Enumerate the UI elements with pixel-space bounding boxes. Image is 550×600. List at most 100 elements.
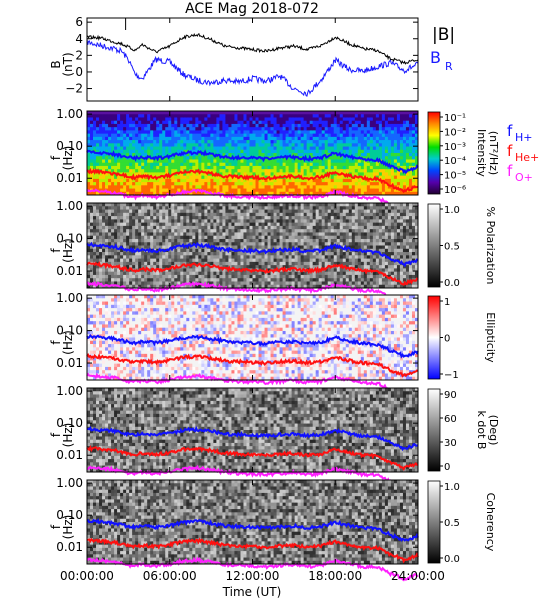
spectrogram-cell xyxy=(252,114,256,118)
spectrogram-cell xyxy=(375,123,380,128)
spectrogram-cell xyxy=(204,212,208,217)
spectrogram-cell xyxy=(312,182,317,186)
spectrogram-cell xyxy=(231,127,235,131)
spectrogram-cell xyxy=(396,162,401,167)
spectrogram-cell xyxy=(342,133,347,138)
spectrogram-cell xyxy=(99,284,103,289)
spectrogram-cell xyxy=(96,178,100,183)
spectrogram-cell xyxy=(225,203,229,207)
spectrogram-cell xyxy=(315,182,320,186)
spectrogram-cell xyxy=(144,209,148,214)
spectrogram-cell xyxy=(261,242,265,246)
spectrogram-cell xyxy=(294,274,299,279)
spectrogram-cell xyxy=(369,127,374,131)
spectrogram-cell xyxy=(192,123,196,128)
spectrogram-cell xyxy=(378,140,383,144)
spectrogram-cell xyxy=(150,133,154,138)
spectrogram-cell xyxy=(345,172,350,177)
spectrogram-cell xyxy=(243,252,247,256)
spectrogram-cell xyxy=(171,162,175,167)
spectrogram-cell xyxy=(291,212,296,217)
spectrogram-cell xyxy=(246,219,250,224)
spectrogram-cell xyxy=(171,274,175,279)
spectrogram-cell xyxy=(171,188,175,193)
spectrogram-cell xyxy=(192,120,196,125)
spectrogram-cell xyxy=(156,232,160,237)
spectrogram-cell xyxy=(207,120,211,125)
spectrogram-cell xyxy=(162,143,166,147)
spectrogram-cell xyxy=(300,130,305,135)
spectrogram-cell xyxy=(138,258,142,263)
spectrogram-cell xyxy=(309,235,314,240)
spectrogram-cell xyxy=(327,140,332,144)
spectrogram-cell xyxy=(207,212,211,217)
spectrogram-cell xyxy=(96,153,100,157)
spectrogram-cell xyxy=(360,182,365,186)
spectrogram-cell xyxy=(276,271,280,276)
spectrogram-cell xyxy=(393,123,398,128)
spectrogram-cell xyxy=(339,127,344,131)
spectrogram-cell xyxy=(243,212,247,217)
spectrogram-cell xyxy=(285,274,290,279)
spectrogram-cell xyxy=(228,146,232,151)
spectrogram-cell xyxy=(384,191,389,196)
spectrogram-cell xyxy=(198,229,202,233)
spectrogram-cell xyxy=(222,219,226,224)
spectrogram-cell xyxy=(261,188,265,193)
spectrogram-cell xyxy=(165,261,169,266)
spectrogram-cell xyxy=(387,111,392,115)
spectrogram-cell xyxy=(267,165,271,170)
spectrogram-cell xyxy=(207,238,211,243)
spectrogram-cell xyxy=(231,136,235,141)
spectrogram-cell xyxy=(120,130,124,135)
spectrogram-cell xyxy=(351,162,356,167)
spectrogram-cell xyxy=(117,255,121,259)
spectrogram-cell xyxy=(96,127,100,131)
spectrogram-cell xyxy=(300,114,305,118)
spectrogram-cell xyxy=(237,169,241,173)
spectrogram-cell xyxy=(372,127,377,131)
spectrogram-cell xyxy=(177,149,181,154)
spectrogram-cell xyxy=(147,274,151,279)
spectrogram-cell xyxy=(216,120,220,125)
spectrogram-cell xyxy=(234,206,238,210)
y-axis-unit: (nT) xyxy=(61,52,75,76)
spectrogram-cell xyxy=(123,140,127,144)
spectrogram-cell xyxy=(285,206,290,210)
spectrogram-cell xyxy=(165,235,169,240)
spectrogram-cell xyxy=(321,143,326,147)
spectrogram-cell xyxy=(315,191,320,196)
spectrogram-cell xyxy=(114,274,118,279)
spectrogram-cell xyxy=(183,274,187,279)
spectrogram-cell xyxy=(174,156,178,160)
spectrogram-cell xyxy=(96,162,100,167)
spectrogram-cell xyxy=(144,278,148,282)
spectrogram-cell xyxy=(117,162,121,167)
spectrogram-cell xyxy=(183,136,187,141)
spectrogram-cell xyxy=(141,182,145,186)
spectrogram-cell xyxy=(195,191,199,196)
spectrogram-cell xyxy=(198,114,202,118)
spectrogram-cell xyxy=(138,172,142,177)
spectrogram-cell xyxy=(144,172,148,177)
spectrogram-cell xyxy=(228,140,232,144)
spectrogram-cell xyxy=(129,117,133,122)
spectrogram-cell xyxy=(207,123,211,128)
spectrogram-cell xyxy=(243,235,247,240)
spectrogram-cell xyxy=(216,242,220,246)
spectrogram-cell xyxy=(186,222,190,227)
spectrogram-cell xyxy=(351,172,356,177)
spectrogram-cell xyxy=(186,212,190,217)
spectrogram-cell xyxy=(108,120,112,125)
spectrogram-cell xyxy=(228,222,232,227)
spectrogram-cell xyxy=(291,252,296,256)
spectrogram-cell xyxy=(237,143,241,147)
spectrogram-cell xyxy=(192,245,196,250)
spectrogram-cell xyxy=(219,271,223,276)
spectrogram-cell xyxy=(141,114,145,118)
spectrogram-cell xyxy=(135,159,139,164)
spectrogram-cell xyxy=(252,206,256,210)
spectrogram-cell xyxy=(156,274,160,279)
spectrogram-cell xyxy=(96,238,100,243)
spectrogram-cell xyxy=(291,114,296,118)
